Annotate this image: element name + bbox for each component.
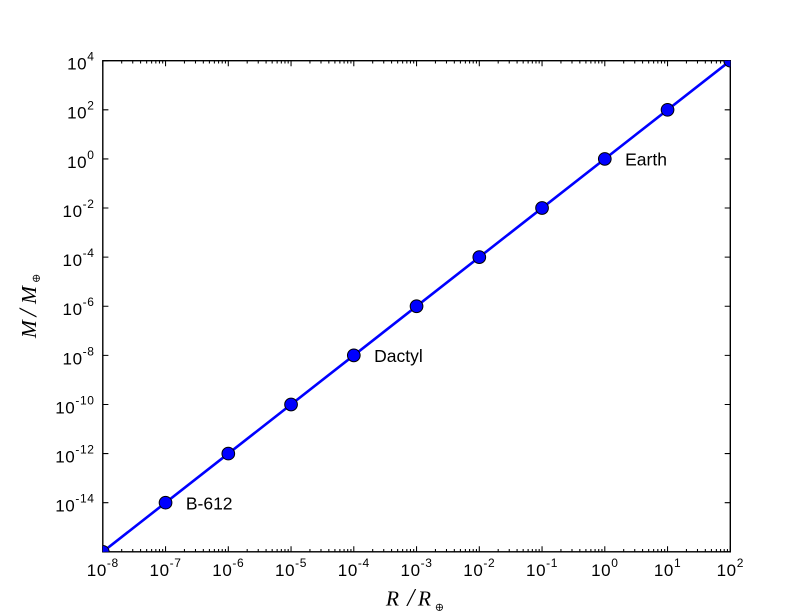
svg-text:Earth: Earth xyxy=(625,150,667,170)
svg-text:B-612: B-612 xyxy=(186,493,233,513)
svg-text:Dactyl: Dactyl xyxy=(374,346,423,366)
svg-text:M/M: M/M xyxy=(15,285,42,339)
svg-text:R/R: R / R xyxy=(385,584,431,611)
